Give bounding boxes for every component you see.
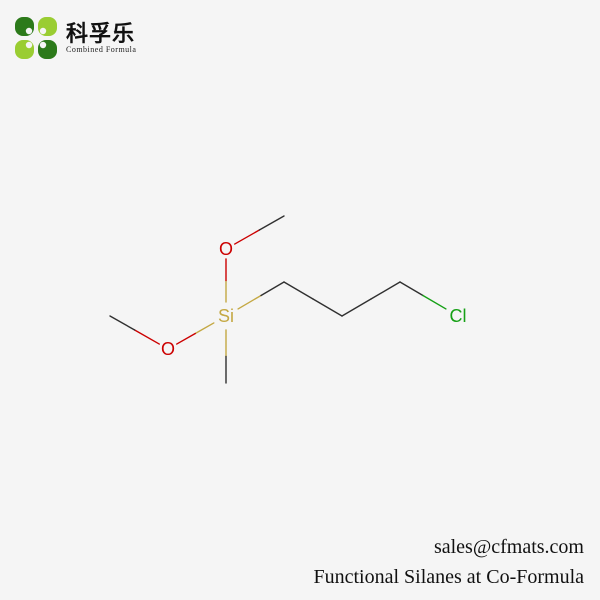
bond-segment [110, 316, 135, 330]
atom-label-o: O [219, 239, 233, 259]
atom-label-cl: Cl [450, 306, 467, 326]
bond-segment [284, 282, 313, 299]
bond-segment [400, 282, 423, 295]
bond-segment [177, 333, 196, 344]
bond-segment [261, 282, 284, 295]
contact-email: sales@cfmats.com [313, 532, 584, 562]
footer: sales@cfmats.com Functional Silanes at C… [313, 532, 584, 592]
tagline: Functional Silanes at Co-Formula [313, 562, 584, 592]
bond-segment [235, 230, 260, 244]
bond-segment [313, 299, 342, 316]
atom-label-o: O [161, 339, 175, 359]
molecule-diagram: Si O O Cl [0, 0, 600, 600]
bond-segment [423, 295, 446, 308]
atom-label-si: Si [218, 306, 234, 326]
bond-segment [371, 282, 400, 299]
bond-segment [342, 299, 371, 316]
bond-segment [195, 323, 214, 334]
bond-segment [238, 295, 261, 308]
bond-segment [135, 330, 160, 344]
bond-segment [259, 216, 284, 230]
